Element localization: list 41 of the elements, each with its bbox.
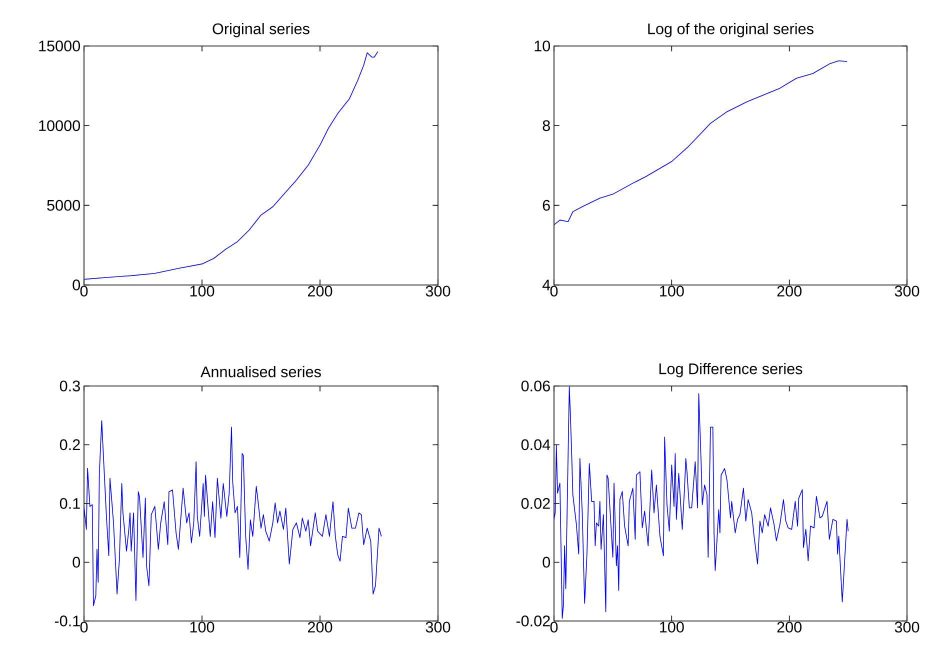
x-tick-label: 0: [80, 622, 88, 633]
y-tick-label: 5000: [47, 200, 80, 211]
x-tick-label: 300: [426, 622, 450, 633]
y-tick-label: 0: [542, 556, 550, 568]
x-tick-label: 0: [550, 286, 558, 297]
y-tick-label: 0.2: [60, 439, 80, 450]
line-series: [84, 420, 382, 606]
chart-title: Original series: [212, 22, 310, 38]
x-tick-label: 300: [894, 622, 920, 633]
y-tick-label: 0.06: [521, 380, 550, 392]
x-tick-label: 200: [308, 286, 332, 297]
x-tick-label: 100: [190, 286, 214, 297]
x-tick-label: 200: [308, 622, 332, 633]
y-tick-label: 0: [72, 556, 80, 568]
y-tick-label: 10000: [39, 120, 80, 132]
x-tick-label: 0: [80, 286, 88, 297]
chart-title: Log Difference series: [659, 362, 802, 378]
y-tick-label: 0.1: [60, 498, 80, 509]
x-tick-label: 100: [660, 622, 684, 633]
x-tick-label: 100: [190, 622, 214, 633]
x-tick-label: 200: [777, 622, 802, 633]
y-tick-label: 8: [542, 120, 550, 132]
y-tick-label: -0.1: [54, 616, 80, 626]
y-tick-label: 0.02: [521, 498, 550, 509]
x-tick-label: 0: [550, 622, 558, 633]
chart-title: Annualised series: [200, 366, 321, 378]
y-tick-label: 4: [542, 280, 550, 290]
line-series: [84, 51, 378, 280]
chart-title: Log of the original series: [648, 23, 814, 38]
x-tick-label: 300: [894, 286, 920, 297]
y-tick-label: 0.04: [521, 439, 550, 450]
x-tick-label: 300: [426, 286, 450, 297]
x-tick-label: 200: [777, 286, 802, 297]
y-tick-label: 6: [542, 200, 550, 211]
y-tick-label: 10: [534, 40, 550, 52]
line-series: [554, 60, 848, 226]
x-tick-label: 100: [660, 286, 684, 297]
line-series: [554, 386, 849, 619]
y-tick-label: 15000: [39, 40, 80, 52]
y-tick-label: 0.3: [60, 380, 80, 392]
y-tick-label: -0.02: [516, 616, 550, 626]
